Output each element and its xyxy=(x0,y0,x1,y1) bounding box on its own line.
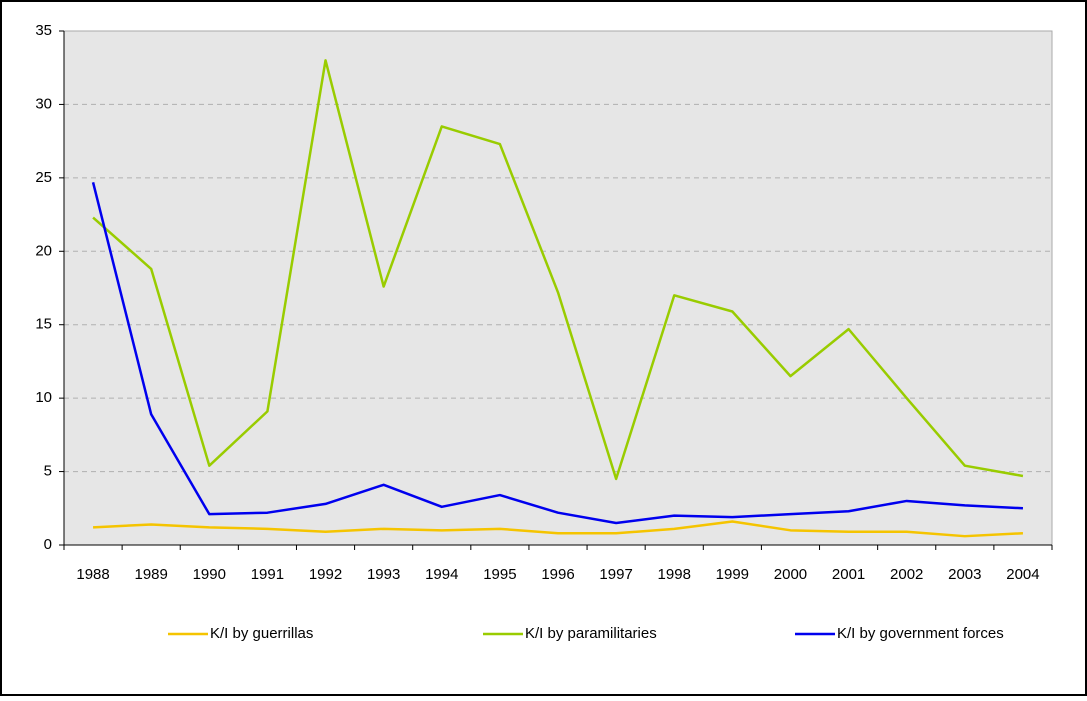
y-tick-label: 0 xyxy=(44,536,52,553)
x-tick-label: 1991 xyxy=(251,566,284,583)
series-line xyxy=(92,59,1024,481)
x-tick-label: 2001 xyxy=(832,566,865,583)
series-line xyxy=(91,181,1024,525)
y-tick-label: 10 xyxy=(35,389,52,406)
x-tick-label: 2000 xyxy=(774,566,807,583)
y-tick-label: 35 xyxy=(35,22,52,39)
x-tick-label: 1989 xyxy=(134,566,167,583)
x-tick-label: 2003 xyxy=(948,566,981,583)
x-tick-label: 1994 xyxy=(425,566,458,583)
y-tick-label: 30 xyxy=(35,95,52,112)
series-line xyxy=(92,520,1024,538)
x-tick-label: 1997 xyxy=(599,566,632,583)
x-tick-label: 1990 xyxy=(193,566,226,583)
x-tick-label: 1999 xyxy=(716,566,749,583)
x-tick-label: 1992 xyxy=(309,566,342,583)
legend-label: K/I by government forces xyxy=(837,625,1004,642)
x-tick-label: 1998 xyxy=(658,566,691,583)
x-tick-label: 2004 xyxy=(1006,566,1039,583)
plot-area xyxy=(63,30,1053,546)
x-tick-label: 1996 xyxy=(541,566,574,583)
legend-label: K/I by guerrillas xyxy=(210,625,313,642)
x-tick-label: 2002 xyxy=(890,566,923,583)
x-tick-label: 1988 xyxy=(76,566,109,583)
y-tick-label: 20 xyxy=(35,242,52,259)
x-tick-label: 1993 xyxy=(367,566,400,583)
y-tick-label: 25 xyxy=(35,169,52,186)
x-tick-label: 1995 xyxy=(483,566,516,583)
y-tick-label: 5 xyxy=(44,463,52,480)
legend-label: K/I by paramilitaries xyxy=(525,625,657,642)
y-tick-label: 15 xyxy=(35,316,52,333)
